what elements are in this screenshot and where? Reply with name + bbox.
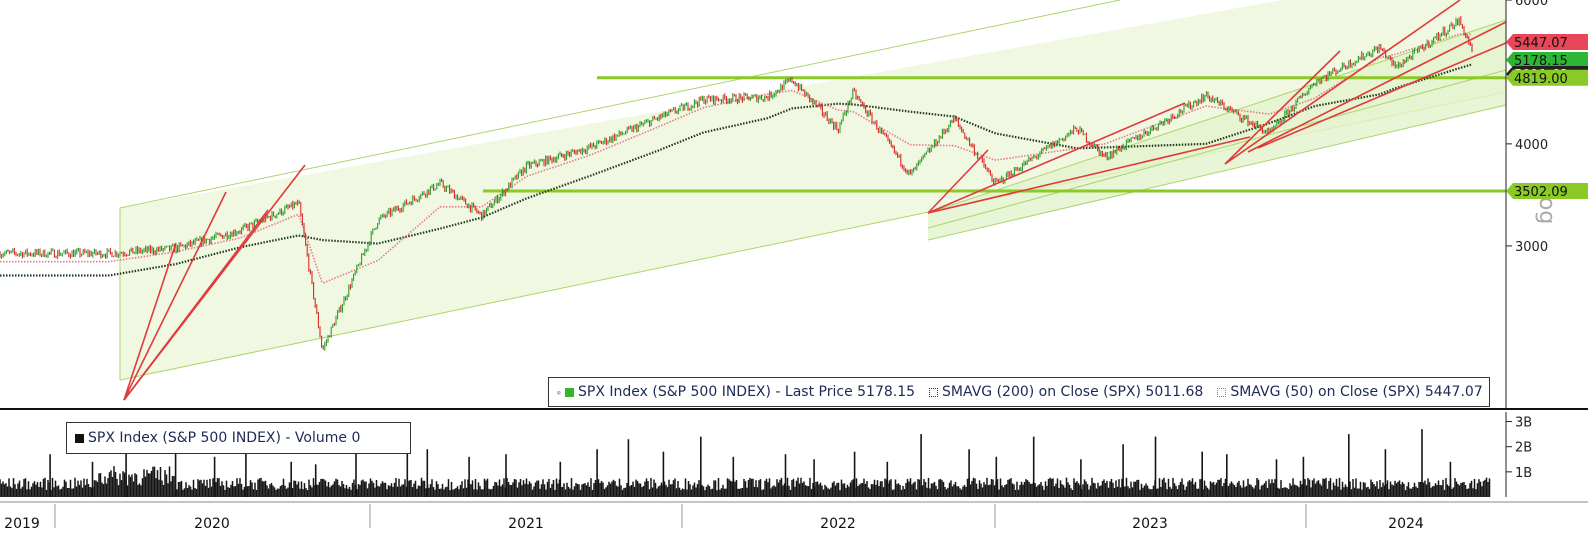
inner-channel-lower (927, 104, 1507, 241)
volume-legend: SPX Index (S&P 500 INDEX) - Volume 0 (66, 422, 411, 454)
volume-bars-layer: 3B 2B 1B (0, 416, 1532, 497)
price-tag (1506, 69, 1588, 86)
axes-layer (0, 0, 1588, 503)
price-tag (1506, 34, 1588, 50)
x-axis-year-label: 2019 (4, 516, 40, 532)
trendline (123, 209, 269, 401)
price-tag-label: 3502.09 (1514, 185, 1568, 200)
x-axis-year-label: 2023 (1132, 516, 1168, 532)
trendline (1224, 0, 1461, 165)
price-tag-label: 5178.15 (1514, 54, 1568, 69)
price-tag (1506, 183, 1588, 200)
price-tag (1506, 52, 1588, 68)
sma200-line (0, 63, 1473, 277)
pin-icon[interactable]: ᵩ (557, 387, 561, 397)
trendline (123, 191, 227, 401)
inner-channel-upper (927, 19, 1507, 214)
price-legend: ᵩ SPX Index (S&P 500 INDEX) - Last Price… (548, 377, 1490, 407)
inner-channel-band (928, 20, 1506, 240)
y-tick-label: 6000 (1515, 0, 1548, 9)
volume-legend-text: SPX Index (S&P 500 INDEX) - Volume 0 (88, 430, 361, 446)
trendline (927, 149, 989, 214)
y-tick-label: 4000 (1515, 138, 1548, 153)
volume-tick-label: 2B (1515, 441, 1532, 456)
price-tag-label: 4819.00 (1514, 72, 1568, 87)
sma200-layer (0, 63, 1473, 277)
x-axis-year-label: 2020 (194, 516, 230, 532)
support-resistance-lines (483, 76, 1506, 193)
x-axis-year-label: 2021 (508, 516, 544, 532)
trendline (1257, 42, 1507, 149)
trendline (927, 102, 1186, 214)
trendline (1224, 50, 1341, 165)
price-tag-label: 5447.07 (1514, 36, 1568, 51)
price-candles-layer (0, 16, 1473, 351)
sma50-legend-swatch (1217, 387, 1227, 397)
sma200-legend-text: SMAVG (200) on Close (SPX) 5011.68 (942, 384, 1204, 400)
x-axis-year-label: 2022 (820, 516, 856, 532)
price-legend-swatch (565, 387, 574, 397)
trendlines-layer (123, 0, 1507, 401)
sma200-legend-swatch (929, 387, 939, 397)
volume-tick-label: 1B (1515, 466, 1532, 481)
trendline (123, 242, 177, 401)
price-legend-text: SPX Index (S&P 500 INDEX) - Last Price 5… (578, 384, 916, 400)
volume-tick-label: 3B (1515, 416, 1532, 431)
x-axis-year-label: 2024 (1388, 516, 1424, 532)
inner-channel-mid (927, 69, 1507, 229)
trendline (1247, 21, 1507, 153)
channel-upper-line (119, 0, 1121, 209)
trendline (927, 136, 1251, 214)
sma50-legend-text: SMAVG (50) on Close (SPX) 5447.07 (1230, 384, 1483, 400)
volume-legend-swatch (75, 433, 84, 443)
y-tick-label: 3000 (1515, 240, 1548, 255)
x-axis-labels: 2019 2020 2021 2022 2023 2024 (4, 504, 1424, 532)
